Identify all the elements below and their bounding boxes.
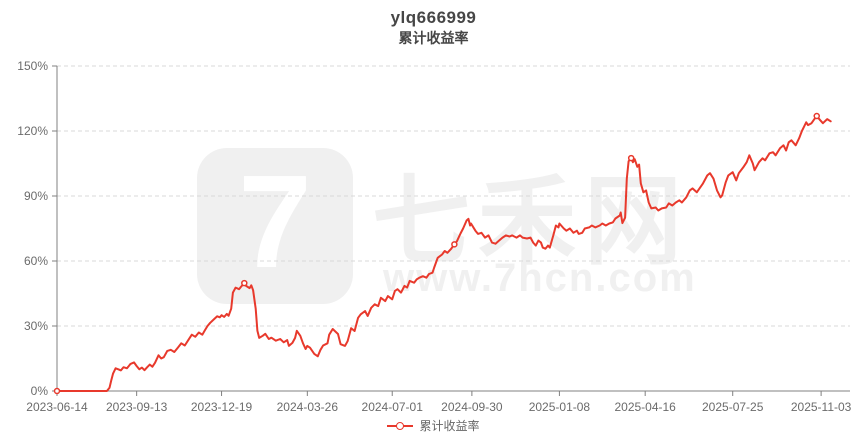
x-axis-tick-label: 2024-07-01: [361, 400, 423, 414]
chart-subtitle: 累计收益率: [398, 30, 469, 46]
x-axis-tick-label: 2025-11-03: [790, 400, 852, 414]
watermark-site-name: 七禾网: [372, 166, 691, 276]
chart-title: ylq666999: [390, 8, 477, 27]
watermark-7hcn-logo-icon: 7: [197, 148, 353, 304]
x-axis-tick-label: 2023-12-19: [190, 400, 253, 414]
y-axis-tick-label: 90%: [23, 189, 48, 203]
y-axis-tick-label: 0%: [30, 384, 48, 398]
grid-lines: [57, 65, 850, 327]
x-axis-tick-label: 2025-07-25: [702, 400, 764, 414]
series-line-cumulative-return: [56, 115, 832, 392]
x-axis-tick-label: 2025-01-08: [528, 400, 591, 414]
x-axis-tick-label: 2023-06-14: [26, 400, 88, 414]
watermark-logo-glyph: 7: [238, 148, 312, 295]
x-axis-tick-label: 2023-09-13: [105, 400, 168, 414]
y-axis-tick-label: 150%: [17, 59, 48, 73]
axis-tick-marks: [52, 65, 822, 396]
x-axis-tick-label: 2024-03-26: [276, 400, 339, 414]
plot-area: [52, 65, 850, 396]
legend-circle-marker-icon: [396, 421, 405, 430]
legend-item-label: 累计收益率: [419, 419, 480, 433]
y-axis-tick-label: 30%: [23, 319, 48, 333]
legend-item-cumulative-return[interactable]: 累计收益率: [387, 417, 480, 434]
axis-lines: [56, 66, 850, 392]
chart-legend: 累计收益率: [0, 417, 867, 434]
x-axis-tick-label: 2025-04-16: [614, 400, 676, 414]
y-axis-tick-label: 60%: [23, 254, 48, 268]
y-axis-tick-label: 120%: [17, 124, 48, 138]
legend-line-marker-icon: [387, 421, 414, 430]
x-axis-tick-label: 2024-09-30: [441, 400, 503, 414]
data-point-markers: [53, 112, 820, 395]
